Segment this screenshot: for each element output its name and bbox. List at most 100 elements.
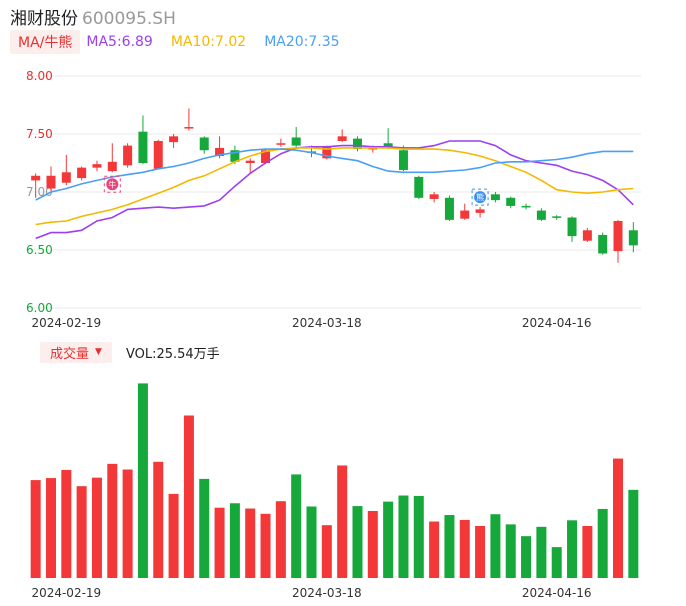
volume-bar xyxy=(61,469,72,578)
candle-body xyxy=(107,161,117,172)
volume-bar xyxy=(260,513,271,578)
volume-bar xyxy=(505,524,516,578)
volume-bar xyxy=(352,506,363,578)
marker-label: 牛 xyxy=(108,179,116,189)
stock-title: 湘财股份 600095.SH xyxy=(10,4,176,29)
volume-bar xyxy=(306,506,317,578)
volume-bar xyxy=(444,515,455,578)
volume-bar xyxy=(398,495,409,578)
volume-bar xyxy=(76,486,87,578)
candle-body xyxy=(31,175,41,181)
stock-code: 600095.SH xyxy=(82,9,176,29)
candle-body xyxy=(352,138,362,150)
volume-date-tick: 2024-04-16 xyxy=(522,586,592,600)
candle-body xyxy=(552,216,562,218)
volume-bar xyxy=(107,463,118,578)
volume-toggle-label: 成交量 xyxy=(50,346,90,362)
candle-body xyxy=(613,221,623,252)
candle-body xyxy=(414,176,424,198)
candle-body xyxy=(199,137,209,151)
candle-body xyxy=(261,150,271,163)
candle-body xyxy=(337,136,347,141)
volume-toggle-button[interactable]: 成交量 ▼ xyxy=(40,341,112,363)
candle-body xyxy=(169,136,179,143)
volume-bar xyxy=(567,520,578,578)
candle-body xyxy=(92,164,102,168)
volume-bar xyxy=(490,514,501,578)
volume-bar xyxy=(91,477,102,578)
stock-name: 湘财股份 xyxy=(10,9,78,29)
caret-down-icon: ▼ xyxy=(95,347,102,357)
volume-date-tick: 2024-02-19 xyxy=(31,586,101,600)
volume-bar xyxy=(229,503,240,578)
candle-body xyxy=(77,167,87,179)
volume-bar xyxy=(367,510,378,578)
candle-body xyxy=(506,197,516,206)
volume-bar xyxy=(383,501,394,578)
volume-date-tick: 2024-03-18 xyxy=(292,586,362,600)
candle-body xyxy=(444,197,454,220)
volume-bar xyxy=(475,526,486,578)
ma5-label: MA5:6.89 xyxy=(86,34,153,50)
candle-body xyxy=(230,150,240,162)
candle-body xyxy=(245,160,255,163)
volume-bar xyxy=(137,383,148,578)
candle-body xyxy=(276,143,286,145)
price-date-tick: 2024-04-16 xyxy=(522,316,592,330)
candle-body xyxy=(628,230,638,246)
candle-body xyxy=(490,194,500,201)
volume-bar xyxy=(597,508,608,578)
candle-body xyxy=(46,175,56,189)
bull-icon-frame xyxy=(103,175,121,193)
volume-bar xyxy=(291,474,302,578)
volume-bar xyxy=(183,415,194,578)
volume-bar xyxy=(582,526,593,578)
volume-bar xyxy=(153,461,164,578)
volume-bar xyxy=(321,525,332,578)
volume-value-label: VOL:25.54万手 xyxy=(125,346,220,362)
volume-bar xyxy=(413,495,424,578)
candle-body xyxy=(383,143,393,147)
volume-bar xyxy=(521,536,532,578)
volume-bar xyxy=(30,480,41,578)
volume-bar xyxy=(245,508,256,578)
price-tick-label: 6.50 xyxy=(26,243,53,257)
bear-icon xyxy=(474,191,487,204)
price-tick-label: 7.50 xyxy=(26,127,53,141)
volume-bar xyxy=(45,478,56,578)
marker-label: 熊 xyxy=(476,192,484,202)
candle-body xyxy=(582,230,592,241)
candle-body xyxy=(521,205,531,208)
ma20-label: MA20:7.35 xyxy=(264,34,340,50)
volume-bar xyxy=(429,521,440,578)
candle-body xyxy=(215,147,225,157)
candle-body xyxy=(291,137,301,146)
candle-body xyxy=(429,194,439,199)
bear-icon-frame xyxy=(471,188,489,206)
candle-body xyxy=(536,210,546,220)
candle-body xyxy=(475,209,485,213)
price-date-tick: 2024-03-18 xyxy=(292,316,362,330)
volume-bar xyxy=(199,478,210,578)
volume-bar xyxy=(168,493,179,578)
ma-legend: MA/牛熊 MA5:6.89 MA10:7.02 MA20:7.35 xyxy=(10,30,358,54)
volume-bar xyxy=(551,547,562,578)
candle-body xyxy=(398,150,408,170)
volume-bar xyxy=(613,458,624,578)
volume-legend: 成交量 ▼ VOL:25.54万手 xyxy=(40,341,220,363)
candle-body xyxy=(184,127,194,129)
ma-toggle-button[interactable]: MA/牛熊 xyxy=(10,30,81,54)
candle-body xyxy=(153,140,163,169)
price-date-tick: 2024-02-19 xyxy=(31,316,101,330)
ma10-line xyxy=(35,147,634,226)
price-tick-label: 6.00 xyxy=(26,301,53,315)
ma20-line xyxy=(35,148,634,201)
volume-bar xyxy=(628,489,639,578)
candle-body xyxy=(460,210,470,219)
volume-bar xyxy=(536,526,547,578)
candle-body xyxy=(598,234,608,254)
volume-bar xyxy=(337,465,348,578)
bull-icon xyxy=(106,178,119,191)
volume-bar xyxy=(275,501,286,578)
